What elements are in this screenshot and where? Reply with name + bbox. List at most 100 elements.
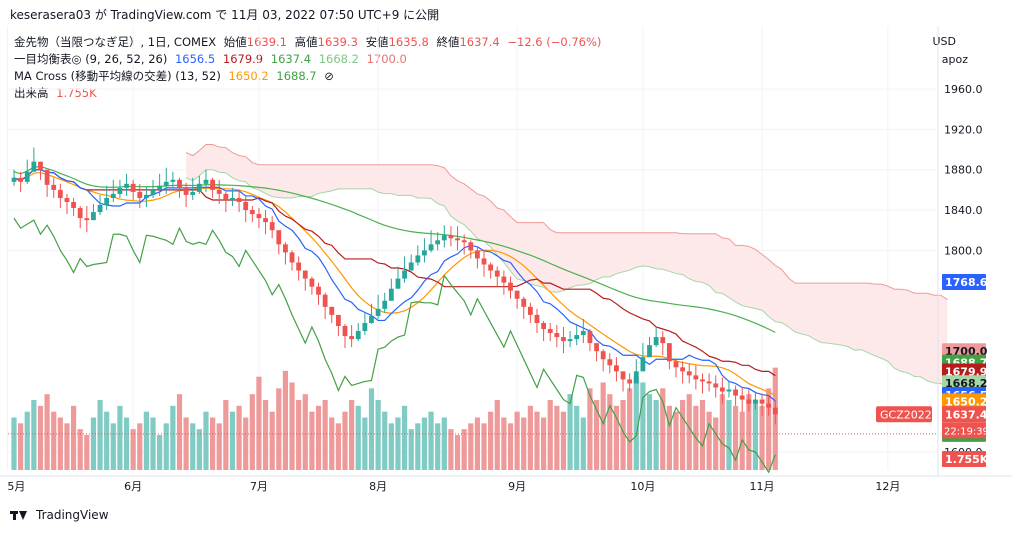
candle-body[interactable]: [196, 183, 202, 192]
chart-area[interactable]: 1960.01920.01880.01840.01800.01600.05月6月…: [0, 26, 1012, 504]
candle-body[interactable]: [527, 306, 533, 315]
candle-body[interactable]: [739, 395, 745, 400]
price-tag[interactable]: [942, 274, 986, 291]
candle-body[interactable]: [441, 235, 447, 241]
candle-body[interactable]: [84, 218, 90, 221]
candle-body[interactable]: [719, 387, 725, 392]
candle-body[interactable]: [753, 399, 758, 404]
candle-body[interactable]: [726, 389, 732, 392]
candle-body[interactable]: [263, 218, 268, 223]
price-tag[interactable]: [942, 393, 986, 410]
candle-body[interactable]: [448, 235, 454, 239]
candle-body[interactable]: [342, 325, 348, 337]
candle-body[interactable]: [686, 371, 692, 376]
candle-body[interactable]: [422, 250, 427, 256]
price-tag[interactable]: [942, 406, 986, 423]
candle-body[interactable]: [144, 194, 149, 198]
candle-body[interactable]: [600, 351, 606, 360]
candle-body[interactable]: [733, 389, 738, 396]
candle-body[interactable]: [124, 183, 129, 188]
candle-body[interactable]: [329, 306, 335, 315]
candle-body[interactable]: [580, 331, 586, 336]
candle-body[interactable]: [488, 264, 494, 271]
candle-body[interactable]: [137, 191, 143, 198]
candle-body[interactable]: [157, 185, 163, 190]
candle-body[interactable]: [627, 379, 633, 384]
candle-body[interactable]: [243, 201, 249, 211]
candle-body[interactable]: [501, 276, 507, 283]
candle-body[interactable]: [203, 179, 209, 184]
candle-body[interactable]: [772, 407, 778, 415]
candle-body[interactable]: [31, 161, 37, 172]
candle-body[interactable]: [210, 179, 215, 190]
candle-body[interactable]: [514, 290, 520, 299]
candle-body[interactable]: [316, 286, 321, 295]
candle-body[interactable]: [653, 337, 659, 346]
candle-body[interactable]: [640, 357, 646, 372]
candle-body[interactable]: [130, 183, 136, 192]
candle-body[interactable]: [269, 222, 275, 231]
candle-body[interactable]: [64, 197, 70, 202]
ichimoku-name[interactable]: 一目均衡表◎ (9, 26, 52, 26): [14, 52, 168, 66]
candle-body[interactable]: [289, 252, 295, 263]
candle-body[interactable]: [594, 343, 599, 352]
candle-body[interactable]: [104, 197, 110, 206]
candle-body[interactable]: [461, 240, 467, 243]
candle-body[interactable]: [759, 399, 765, 404]
candle-body[interactable]: [71, 201, 76, 209]
candle-body[interactable]: [236, 197, 242, 202]
candle-body[interactable]: [521, 298, 527, 307]
candle-body[interactable]: [415, 255, 421, 263]
candle-body[interactable]: [647, 345, 652, 358]
candle-body[interactable]: [706, 381, 712, 384]
candle-body[interactable]: [309, 278, 315, 287]
candle-body[interactable]: [302, 270, 308, 279]
candle-body[interactable]: [335, 314, 341, 326]
candle-body[interactable]: [408, 262, 414, 271]
candle-body[interactable]: [402, 270, 407, 279]
candle-body[interactable]: [534, 314, 540, 323]
candle-body[interactable]: [183, 187, 189, 195]
candle-body[interactable]: [355, 331, 361, 340]
candle-body[interactable]: [713, 383, 719, 388]
candle-body[interactable]: [680, 367, 686, 372]
candle-body[interactable]: [455, 238, 460, 241]
candle-body[interactable]: [693, 375, 699, 380]
candle-body[interactable]: [11, 177, 17, 182]
price-tag[interactable]: [942, 451, 986, 468]
candle-body[interactable]: [150, 189, 156, 195]
candle-body[interactable]: [607, 359, 613, 366]
candle-body[interactable]: [481, 258, 487, 265]
candle-body[interactable]: [369, 315, 374, 323]
candle-body[interactable]: [382, 300, 388, 309]
candle-body[interactable]: [468, 242, 474, 251]
symbol-name[interactable]: 金先物（当限つなぎ足）, 1日, COMEX: [14, 35, 217, 49]
candle-body[interactable]: [349, 336, 355, 340]
candle-body[interactable]: [587, 331, 593, 344]
candle-body[interactable]: [666, 343, 672, 362]
candle-body[interactable]: [322, 294, 328, 307]
candle-body[interactable]: [508, 282, 513, 291]
candle-body[interactable]: [44, 169, 50, 185]
candle-body[interactable]: [766, 403, 772, 408]
ma-cross-name[interactable]: MA Cross (移動平均線の交差) (13, 52): [14, 69, 221, 83]
candle-body[interactable]: [746, 399, 752, 404]
candle-body[interactable]: [296, 262, 302, 271]
candle-body[interactable]: [97, 205, 103, 213]
candle-body[interactable]: [77, 208, 83, 219]
candle-body[interactable]: [230, 197, 235, 200]
candle-body[interactable]: [541, 322, 546, 330]
candle-body[interactable]: [475, 250, 480, 259]
symbol-badge[interactable]: [876, 406, 932, 423]
candle-body[interactable]: [547, 329, 553, 334]
candle-body[interactable]: [216, 189, 222, 194]
candle-body[interactable]: [283, 244, 288, 253]
candle-body[interactable]: [633, 371, 639, 384]
candle-body[interactable]: [388, 288, 394, 301]
candle-body[interactable]: [673, 361, 679, 368]
candle-body[interactable]: [170, 179, 176, 182]
candle-body[interactable]: [660, 337, 666, 344]
candle-body[interactable]: [177, 179, 182, 188]
candle-body[interactable]: [91, 212, 96, 221]
candle-body[interactable]: [428, 244, 434, 251]
